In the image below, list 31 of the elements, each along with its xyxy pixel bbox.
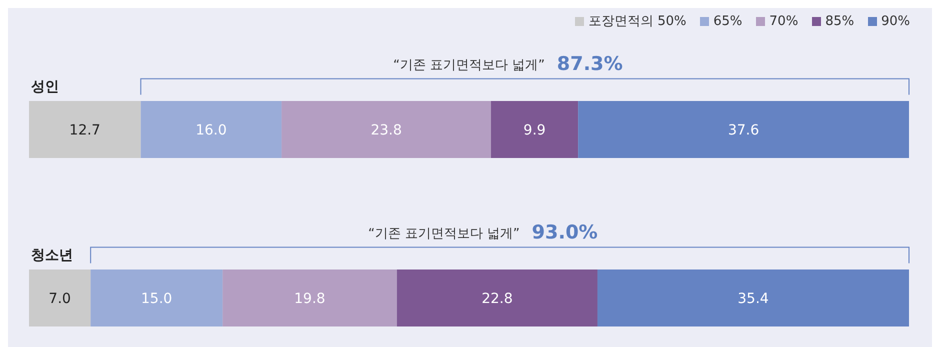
bar: [29, 101, 141, 158]
y-tick-label: 청소년: [31, 247, 73, 264]
bar: [491, 101, 578, 158]
bar: [222, 270, 397, 326]
legend-label: 70%: [769, 14, 798, 28]
data-label: 7.0: [48, 290, 71, 307]
data-label: 9.9: [523, 122, 546, 138]
legend-label: 65%: [713, 14, 742, 28]
bar: [396, 270, 598, 326]
data-label: 19.8: [294, 290, 326, 307]
data-label: 35.4: [738, 290, 769, 307]
legend-label: 포장면적의 50%: [588, 13, 686, 30]
annotation: “기존 표기면적보다 넓게”: [393, 58, 545, 73]
bar: [29, 270, 91, 326]
data-label: 16.0: [196, 122, 227, 138]
data-label: 22.8: [482, 290, 513, 307]
legend-label: 90%: [881, 14, 910, 28]
data-label: 23.8: [370, 122, 402, 138]
bar: [282, 101, 491, 158]
legend-label: 85%: [825, 14, 854, 28]
data-label: 12.7: [69, 122, 100, 138]
bar: [140, 101, 282, 158]
bar: [578, 101, 909, 158]
annotation: 87.3%: [556, 52, 623, 75]
data-label: 15.0: [141, 290, 172, 307]
y-tick-label: 성인: [31, 78, 59, 95]
annotation: 93.0%: [532, 221, 598, 244]
data-label: 37.6: [728, 122, 760, 138]
annotation: “기존 표기면적보다 넓게”: [368, 226, 520, 242]
bar: [90, 270, 223, 326]
bar: [597, 270, 909, 326]
